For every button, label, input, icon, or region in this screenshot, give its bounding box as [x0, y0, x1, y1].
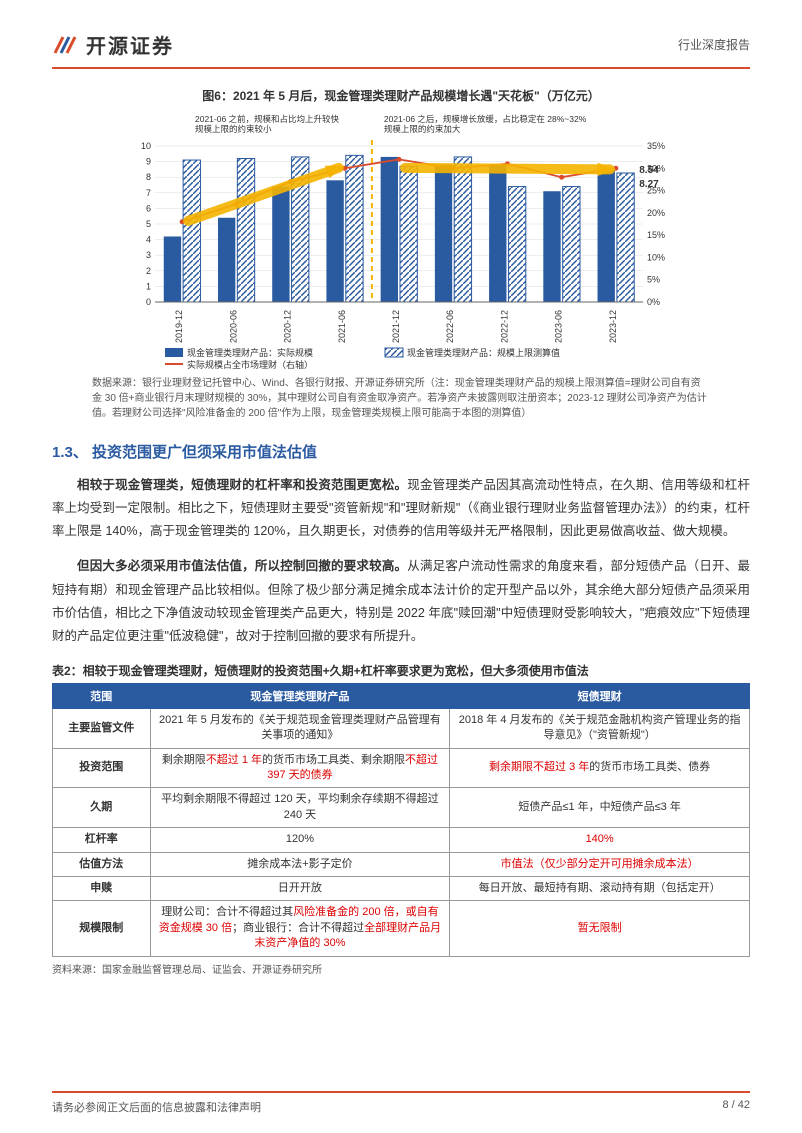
logo: 开源证券 [52, 30, 174, 59]
table-cell: 日开开放 [150, 877, 450, 901]
section-heading: 1.3、 投资范围更广但须采用市值法估值 [52, 441, 750, 462]
table-row: 规模限制理财公司：合计不得超过其风险准备金的 200 倍，或自有资金规模 30 … [53, 901, 750, 956]
table-cell: 理财公司：合计不得超过其风险准备金的 200 倍，或自有资金规模 30 倍；商业… [150, 901, 450, 956]
svg-text:实际规模占全市场理财（右轴）: 实际规模占全市场理财（右轴） [187, 359, 313, 370]
paragraph-2: 但因大多必须采用市值法估值，所以控制回撤的要求较高。从满足客户流动性需求的角度来… [52, 555, 750, 648]
svg-text:5%: 5% [647, 275, 660, 285]
svg-text:2022-12: 2022-12 [499, 310, 509, 343]
table-cell: 140% [450, 828, 750, 852]
paragraph-1: 相较于现金管理类，短债理财的杠杆率和投资范围更宽松。现金管理类产品因其高流动性特… [52, 474, 750, 543]
svg-text:8: 8 [146, 172, 151, 182]
chart: 0123456789100%5%10%15%20%25%30%35%8.548.… [121, 110, 681, 370]
svg-text:8.54: 8.54 [639, 165, 659, 176]
chart-source: 数据来源：银行业理财登记托管中心、Wind、各银行财报、开源证券研究所（注：现金… [92, 376, 710, 421]
table-cell: 剩余期限不超过 3 年的货币市场工具类、债券 [450, 748, 750, 788]
chart-svg: 0123456789100%5%10%15%20%25%30%35%8.548.… [121, 110, 681, 370]
svg-text:5: 5 [146, 219, 151, 229]
table-cell: 规模限制 [53, 901, 151, 956]
svg-text:2020-12: 2020-12 [283, 310, 293, 343]
doc-type: 行业深度报告 [678, 36, 750, 53]
page-header: 开源证券 行业深度报告 [52, 30, 750, 69]
svg-text:10%: 10% [647, 252, 665, 262]
footer-disclaimer: 请务必参阅正文后面的信息披露和法律声明 [52, 1099, 261, 1115]
logo-text: 开源证券 [86, 30, 174, 59]
table-cell: 剩余期限不超过 1 年的货币市场工具类、剩余期限不超过 397 天的债券 [150, 748, 450, 788]
col-cash: 现金管理类理财产品 [150, 683, 450, 708]
svg-text:10: 10 [141, 141, 151, 151]
svg-text:1: 1 [146, 281, 151, 291]
table-row: 估值方法摊余成本法+影子定价市值法（仅少部分定开可用摊余成本法） [53, 852, 750, 876]
table-cell: 市值法（仅少部分定开可用摊余成本法） [450, 852, 750, 876]
svg-text:2023-06: 2023-06 [554, 310, 564, 343]
table-cell: 120% [150, 828, 450, 852]
svg-text:现金管理类理财产品：规模上限测算值: 现金管理类理财产品：规模上限测算值 [407, 347, 560, 358]
svg-text:2019-12: 2019-12 [174, 310, 184, 343]
table-row: 杠杆率120%140% [53, 828, 750, 852]
table-cell: 杠杆率 [53, 828, 151, 852]
svg-text:规模上限的约束较小: 规模上限的约束较小 [195, 124, 272, 134]
svg-text:2021-06: 2021-06 [337, 310, 347, 343]
svg-text:2021-06 之前，规模和占比均上升较快: 2021-06 之前，规模和占比均上升较快 [195, 114, 340, 124]
svg-text:2021-12: 2021-12 [391, 310, 401, 343]
svg-text:35%: 35% [647, 141, 665, 151]
table-cell: 每日开放、最短持有期、滚动持有期（包括定开） [450, 877, 750, 901]
svg-text:15%: 15% [647, 230, 665, 240]
table-row: 投资范围剩余期限不超过 1 年的货币市场工具类、剩余期限不超过 397 天的债券… [53, 748, 750, 788]
table-source: 资料来源：国家金融监督管理总局、证监会、开源证券研究所 [52, 961, 750, 976]
col-scope: 范围 [53, 683, 151, 708]
chart-title: 图6：2021 年 5 月后，现金管理类理财产品规模增长遇"天花板"（万亿元） [52, 87, 750, 104]
svg-text:2022-06: 2022-06 [445, 310, 455, 343]
table-cell: 2018 年 4 月发布的《关于规范金融机构资产管理业务的指导意见》（"资管新规… [450, 708, 750, 748]
svg-text:7: 7 [146, 188, 151, 198]
table-cell: 摊余成本法+影子定价 [150, 852, 450, 876]
svg-text:现金管理类理财产品：实际规模: 现金管理类理财产品：实际规模 [187, 347, 313, 358]
col-short: 短债理财 [450, 683, 750, 708]
svg-text:0%: 0% [647, 297, 660, 307]
logo-icon [52, 31, 80, 59]
table-cell: 申赎 [53, 877, 151, 901]
p2-bold: 但因大多必须采用市值法估值，所以控制回撤的要求较高。 [77, 559, 407, 573]
table-cell: 估值方法 [53, 852, 151, 876]
svg-text:20%: 20% [647, 208, 665, 218]
svg-text:2: 2 [146, 266, 151, 276]
comparison-table: 范围 现金管理类理财产品 短债理财 主要监管文件2021 年 5 月发布的《关于… [52, 683, 750, 957]
page-footer: 请务必参阅正文后面的信息披露和法律声明 8 / 42 [52, 1091, 750, 1115]
table-cell: 平均剩余期限不得超过 120 天，平均剩余存续期不得超过 240 天 [150, 788, 450, 828]
svg-text:2023-12: 2023-12 [608, 310, 618, 343]
svg-text:8.27: 8.27 [639, 179, 659, 190]
table-cell: 久期 [53, 788, 151, 828]
p1-bold: 相较于现金管理类，短债理财的杠杆率和投资范围更宽松。 [77, 478, 407, 492]
svg-text:3: 3 [146, 250, 151, 260]
svg-text:6: 6 [146, 203, 151, 213]
table-cell: 暂无限制 [450, 901, 750, 956]
svg-text:2021-06 之后，规模增长放缓，占比稳定在 28%~32: 2021-06 之后，规模增长放缓，占比稳定在 28%~32% [384, 114, 587, 124]
table-row: 久期平均剩余期限不得超过 120 天，平均剩余存续期不得超过 240 天短债产品… [53, 788, 750, 828]
svg-text:4: 4 [146, 235, 151, 245]
svg-text:规模上限的约束加大: 规模上限的约束加大 [384, 124, 461, 134]
page-number: 8 / 42 [722, 1099, 750, 1115]
table-row: 主要监管文件2021 年 5 月发布的《关于规范现金管理类理财产品管理有关事项的… [53, 708, 750, 748]
table-title: 表2：相较于现金管理类理财，短债理财的投资范围+久期+杠杆率要求更为宽松，但大多… [52, 662, 750, 679]
table-cell: 2021 年 5 月发布的《关于规范现金管理类理财产品管理有关事项的通知》 [150, 708, 450, 748]
svg-text:0: 0 [146, 297, 151, 307]
table-header-row: 范围 现金管理类理财产品 短债理财 [53, 683, 750, 708]
svg-text:9: 9 [146, 157, 151, 167]
table-row: 申赎日开开放每日开放、最短持有期、滚动持有期（包括定开） [53, 877, 750, 901]
table-cell: 主要监管文件 [53, 708, 151, 748]
svg-text:2020-06: 2020-06 [228, 310, 238, 343]
table-cell: 投资范围 [53, 748, 151, 788]
table-cell: 短债产品≤1 年，中短债产品≤3 年 [450, 788, 750, 828]
